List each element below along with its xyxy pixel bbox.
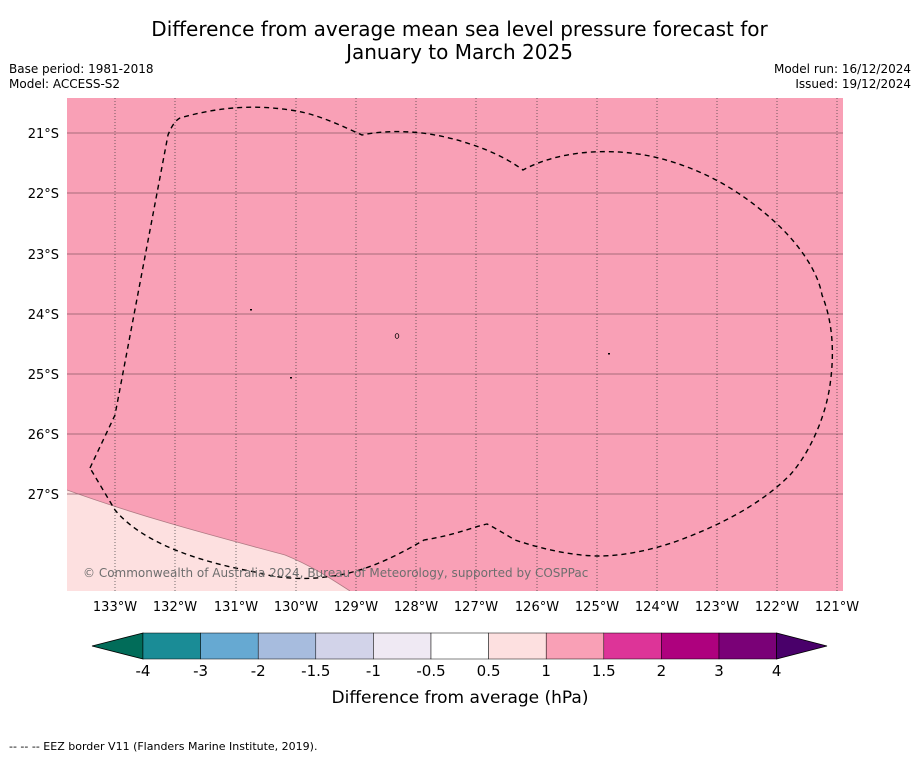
colorbar-tick-label: -3 — [193, 662, 208, 680]
field-contour — [67, 489, 351, 591]
colorbar-tick-label: 1 — [541, 662, 551, 680]
map-panel: © Commonwealth of Australia 2024, Bureau… — [67, 98, 843, 591]
latitude-gridlines — [67, 132, 843, 495]
lon-label: 128°W — [394, 600, 438, 615]
title-line-1: Difference from average mean sea level p… — [151, 17, 768, 41]
lat-label: 24°S — [28, 308, 59, 323]
island-marker — [394, 333, 400, 339]
colorbar-tick-label: 2 — [657, 662, 667, 680]
lon-label: 123°W — [695, 600, 739, 615]
colorbar-segment — [430, 632, 489, 660]
colorbar-segment — [257, 632, 317, 660]
colorbar-tick-label: 3 — [714, 662, 724, 680]
title-line-2: January to March 2025 — [346, 40, 573, 64]
map-title: Difference from average mean sea level p… — [0, 18, 919, 64]
colorbar-tick-label: -4 — [136, 662, 151, 680]
colorbar-over-arrow — [776, 632, 828, 660]
metadata-left: Base period: 1981-2018 Model: ACCESS-S2 — [9, 62, 154, 92]
metadata-right: Model run: 16/12/2024 Issued: 19/12/2024 — [774, 62, 911, 92]
base-period: Base period: 1981-2018 — [9, 62, 154, 76]
copyright-notice: © Commonwealth of Australia 2024, Bureau… — [83, 566, 588, 580]
lon-label: 126°W — [515, 600, 559, 615]
lon-label: 131°W — [214, 600, 258, 615]
colorbar-segment — [603, 632, 662, 660]
colorbar-segment — [200, 632, 259, 660]
colorbar-segment — [142, 632, 201, 660]
island-marker — [290, 377, 292, 379]
colorbar-tick-label: -0.5 — [416, 662, 445, 680]
eez-border — [89, 106, 834, 580]
eez-footnote: -- -- -- EEZ border V11 (Flanders Marine… — [9, 740, 318, 753]
lon-label: 121°W — [815, 600, 859, 615]
colorbar-segment — [545, 632, 605, 660]
colorbar-tick-label: 1.5 — [592, 662, 616, 680]
islands — [250, 309, 610, 379]
lon-label: 132°W — [153, 600, 197, 615]
colorbar-tick-label: 4 — [772, 662, 782, 680]
colorbar-label: Difference from average (hPa) — [332, 688, 589, 708]
lon-label: 125°W — [575, 600, 619, 615]
lat-label: 27°S — [28, 488, 59, 503]
lon-label: 122°W — [755, 600, 799, 615]
colorbar-segment — [718, 632, 777, 660]
lon-label: 124°W — [635, 600, 679, 615]
colorbar-under-arrow — [91, 632, 144, 660]
island-marker — [608, 353, 610, 355]
lon-label: 130°W — [274, 600, 318, 615]
lat-label: 25°S — [28, 368, 59, 383]
lat-label: 26°S — [28, 428, 59, 443]
colorbar-tick-label: -1.5 — [301, 662, 330, 680]
colorbar-tick-label: 0.5 — [477, 662, 501, 680]
issued-date: Issued: 19/12/2024 — [795, 77, 911, 91]
model-name: Model: ACCESS-S2 — [9, 77, 121, 91]
colorbar: -4 -3 -2 -1.5 -1 -0.5 0.5 1 1.5 2 3 4 — [91, 632, 828, 680]
longitude-gridlines — [114, 98, 838, 591]
lon-label: 127°W — [454, 600, 498, 615]
anomaly-field-main — [67, 98, 843, 591]
colorbar-segment — [488, 632, 547, 660]
colorbar-tick-label: -2 — [251, 662, 266, 680]
lon-label: 133°W — [93, 600, 137, 615]
longitude-labels: 133°W 132°W 131°W 130°W 129°W 128°W 127°… — [93, 600, 859, 615]
latitude-labels: 21°S 22°S 23°S 24°S 25°S 26°S 27°S — [28, 127, 59, 503]
lon-label: 129°W — [334, 600, 378, 615]
lat-label: 23°S — [28, 248, 59, 263]
colorbar-segment — [315, 632, 374, 660]
lat-label: 22°S — [28, 187, 59, 202]
island-marker — [250, 309, 252, 311]
colorbar-segment — [661, 632, 720, 660]
anomaly-field-secondary — [67, 490, 350, 591]
model-run: Model run: 16/12/2024 — [773, 62, 911, 76]
lat-label: 21°S — [28, 127, 59, 142]
colorbar-tick-label: -1 — [366, 662, 381, 680]
colorbar-segment — [373, 632, 432, 660]
